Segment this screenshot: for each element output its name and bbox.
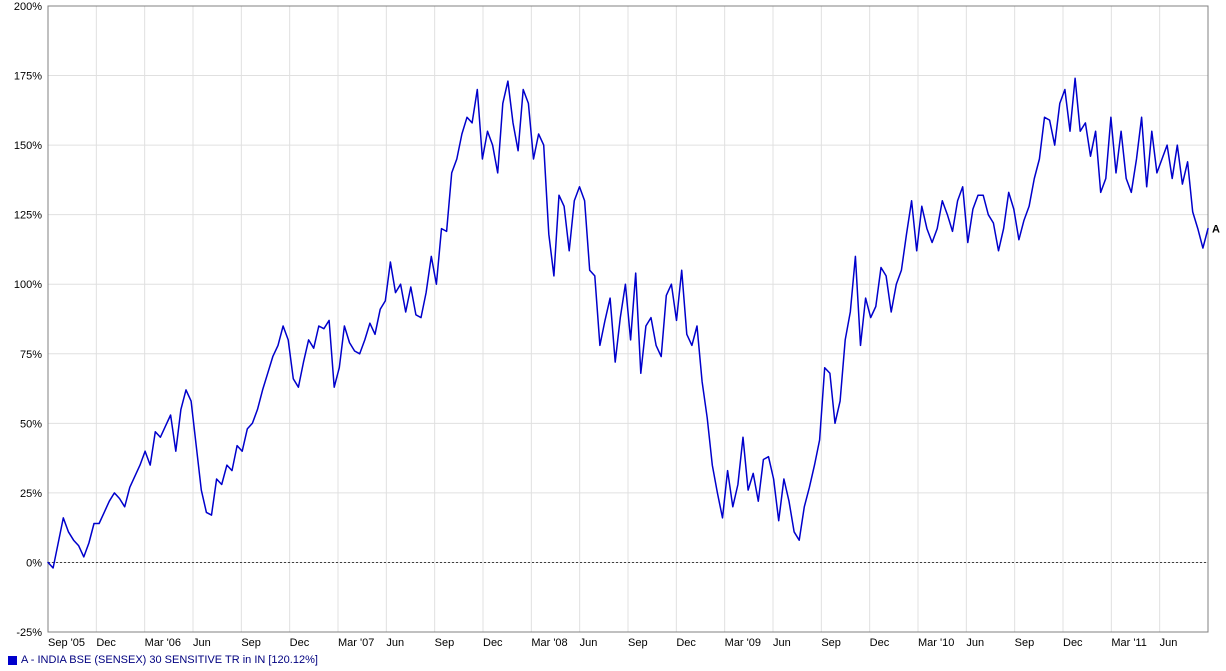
x-tick-label: Jun xyxy=(193,637,211,649)
y-tick-label: 75% xyxy=(20,349,42,361)
x-tick-label: Sep '05 xyxy=(48,637,85,649)
y-tick-label: 50% xyxy=(20,418,42,430)
y-tick-label: 25% xyxy=(20,488,42,500)
x-tick-label: Mar '10 xyxy=(918,637,954,649)
x-tick-label: Jun xyxy=(580,637,598,649)
x-tick-label: Jun xyxy=(966,637,984,649)
x-tick-label: Sep xyxy=(435,637,455,649)
x-tick-label: Jun xyxy=(773,637,791,649)
series-end-label: A xyxy=(1212,224,1220,236)
y-tick-label: 0% xyxy=(26,557,42,569)
y-tick-label: 100% xyxy=(14,279,42,291)
x-tick-label: Jun xyxy=(1160,637,1178,649)
x-tick-label: Sep xyxy=(1015,637,1035,649)
x-tick-label: Dec xyxy=(1063,637,1083,649)
x-tick-label: Sep xyxy=(821,637,841,649)
x-tick-label: Dec xyxy=(676,637,696,649)
y-tick-label: 200% xyxy=(14,1,42,13)
chart-container: -25% 0% 25% 50% 75% 100% 125% 150% 175% 200% Sep '… xyxy=(0,0,1226,671)
legend-swatch xyxy=(8,656,17,665)
y-tick-label: 175% xyxy=(14,71,42,83)
x-tick-label: Dec xyxy=(290,637,310,649)
x-tick-label: Sep xyxy=(241,637,261,649)
legend: A - INDIA BSE (SENSEX) 30 SENSITIVE TR i… xyxy=(8,654,318,666)
x-tick-label: Sep xyxy=(628,637,648,649)
y-tick-label: 125% xyxy=(14,210,42,222)
x-tick-label: Jun xyxy=(386,637,404,649)
x-tick-label: Mar '08 xyxy=(531,637,567,649)
y-tick-label: 150% xyxy=(14,140,42,152)
x-tick-label: Dec xyxy=(483,637,503,649)
legend-text: A - INDIA BSE (SENSEX) 30 SENSITIVE TR i… xyxy=(21,654,318,666)
x-tick-label: Dec xyxy=(870,637,890,649)
line-chart: -25% 0% 25% 50% 75% 100% 125% 150% 175% 200% Sep '… xyxy=(0,0,1226,671)
x-tick-label: Mar '07 xyxy=(338,637,374,649)
y-tick-label: -25% xyxy=(16,627,42,639)
x-tick-label: Mar '09 xyxy=(725,637,761,649)
x-tick-label: Mar '11 xyxy=(1111,637,1147,649)
x-tick-label: Mar '06 xyxy=(145,637,181,649)
x-tick-label: Dec xyxy=(96,637,116,649)
